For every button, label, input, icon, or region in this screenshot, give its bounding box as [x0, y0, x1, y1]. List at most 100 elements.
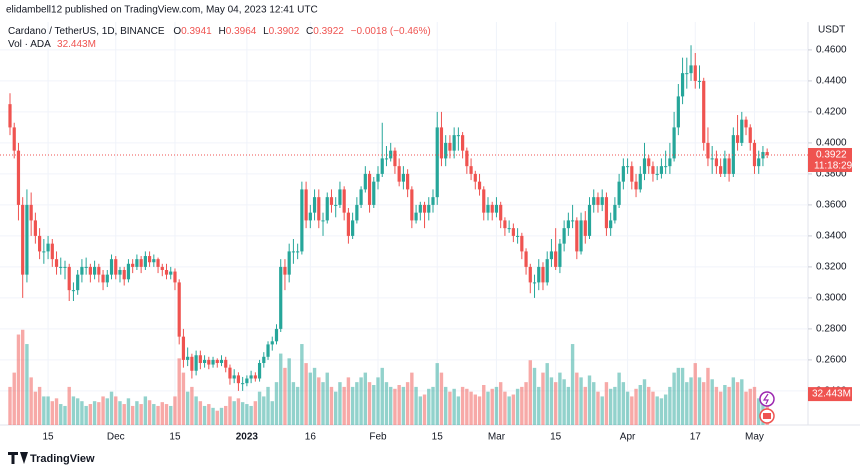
- y-tick-label: 0.3600: [816, 200, 847, 211]
- candle-body: [105, 274, 109, 283]
- volume-value: 32.443M: [57, 39, 96, 50]
- x-tick-label: 15: [550, 432, 562, 443]
- volume-bar: [88, 404, 93, 425]
- volume-bar: [706, 367, 710, 425]
- candle-body: [63, 266, 67, 268]
- candle-body: [431, 197, 435, 205]
- volume-bar: [130, 405, 135, 425]
- volume-bar: [245, 404, 249, 425]
- candle-body: [16, 150, 21, 205]
- candle-body: [630, 166, 634, 182]
- axis-unit: USDT: [818, 25, 845, 36]
- candle-body: [257, 363, 262, 379]
- volume-bar: [283, 367, 287, 425]
- candle-body: [638, 173, 642, 190]
- candle-body: [752, 142, 757, 167]
- candle-body: [664, 166, 668, 168]
- volume-bar: [482, 385, 486, 425]
- volume-bar: [346, 377, 351, 425]
- candle-body: [186, 356, 190, 360]
- volume-bar: [744, 391, 748, 425]
- candle-body: [270, 341, 274, 345]
- volume-bar: [105, 398, 109, 425]
- volume-bar: [317, 377, 321, 425]
- candle-body: [279, 266, 283, 329]
- y-tick-label: 0.3800: [816, 169, 847, 180]
- candle-body: [719, 166, 723, 174]
- candle-body: [528, 266, 532, 283]
- volume-bar: [676, 367, 681, 425]
- candle-body: [444, 142, 448, 159]
- volume-bar: [169, 405, 173, 425]
- volume-bar: [147, 400, 152, 425]
- volume-bar: [494, 386, 499, 425]
- candle-body: [325, 197, 329, 221]
- candle-body: [625, 166, 630, 168]
- volume-bar: [613, 386, 617, 425]
- candle-body: [414, 212, 418, 221]
- candle-body: [164, 270, 169, 275]
- candle-body: [190, 356, 194, 371]
- candle-body: [613, 204, 617, 221]
- volume-label-box: [808, 387, 852, 402]
- candle-body: [198, 355, 202, 363]
- volume-bar: [279, 353, 283, 425]
- volume-bar: [545, 363, 549, 425]
- volume-bar: [410, 372, 414, 425]
- volume-bar: [54, 398, 59, 425]
- candle-body: [351, 220, 355, 236]
- volume-bar: [689, 377, 693, 425]
- volume-bar: [207, 404, 211, 425]
- y-tick-label: 0.4000: [816, 138, 847, 149]
- candle-body: [253, 375, 257, 379]
- volume-bar: [8, 386, 12, 425]
- volume-bar: [659, 398, 664, 425]
- volume-bar: [50, 401, 54, 425]
- candle-body: [647, 158, 651, 167]
- candle-body: [143, 256, 147, 267]
- candle-body: [84, 266, 88, 268]
- volume-bar: [266, 386, 270, 425]
- volume-bar: [422, 394, 427, 425]
- volume-bar: [596, 391, 600, 425]
- volume-bar: [443, 386, 448, 425]
- candle-body: [456, 135, 460, 137]
- candle-body: [219, 359, 224, 363]
- volume-bar: [630, 396, 634, 425]
- volume-bar: [524, 382, 528, 425]
- x-tick-label: 15: [169, 432, 181, 443]
- candle-body: [397, 166, 401, 182]
- volume-bar: [668, 386, 672, 425]
- volume-bar: [473, 394, 477, 425]
- volume-bar: [621, 382, 626, 425]
- volume-bar: [384, 382, 389, 425]
- candle-body: [321, 220, 325, 222]
- volume-bar: [287, 358, 291, 425]
- volume-bar: [228, 396, 232, 425]
- candle-body: [135, 259, 139, 267]
- candle-body: [748, 127, 752, 143]
- event-icon[interactable]: [759, 391, 775, 407]
- legend-line: Cardano / TetherUS, 1D, BINANCE O0.3941 …: [8, 26, 431, 37]
- candle-body: [482, 189, 486, 213]
- volume-bar: [579, 377, 583, 425]
- volume-bar: [122, 404, 126, 425]
- c-value: 0.3922: [313, 26, 344, 37]
- candle-body: [735, 135, 740, 143]
- candle-body: [592, 197, 596, 205]
- volume-bar: [12, 372, 16, 425]
- volume-bar: [634, 388, 638, 425]
- y-tick-label: 0.2800: [816, 324, 847, 335]
- volume-bar: [731, 377, 736, 425]
- volume-bar: [752, 386, 757, 425]
- volume-bar: [219, 407, 224, 425]
- x-tick-label: Feb: [369, 432, 387, 443]
- volume-legend: Vol · ADA 32.443M: [8, 39, 96, 50]
- volume-bar: [592, 382, 596, 425]
- candle-body: [621, 166, 625, 182]
- volume-bar: [469, 391, 473, 425]
- candle-body: [67, 266, 71, 291]
- candle-body: [241, 383, 245, 385]
- candle-body: [131, 263, 135, 267]
- candle-body: [697, 80, 702, 82]
